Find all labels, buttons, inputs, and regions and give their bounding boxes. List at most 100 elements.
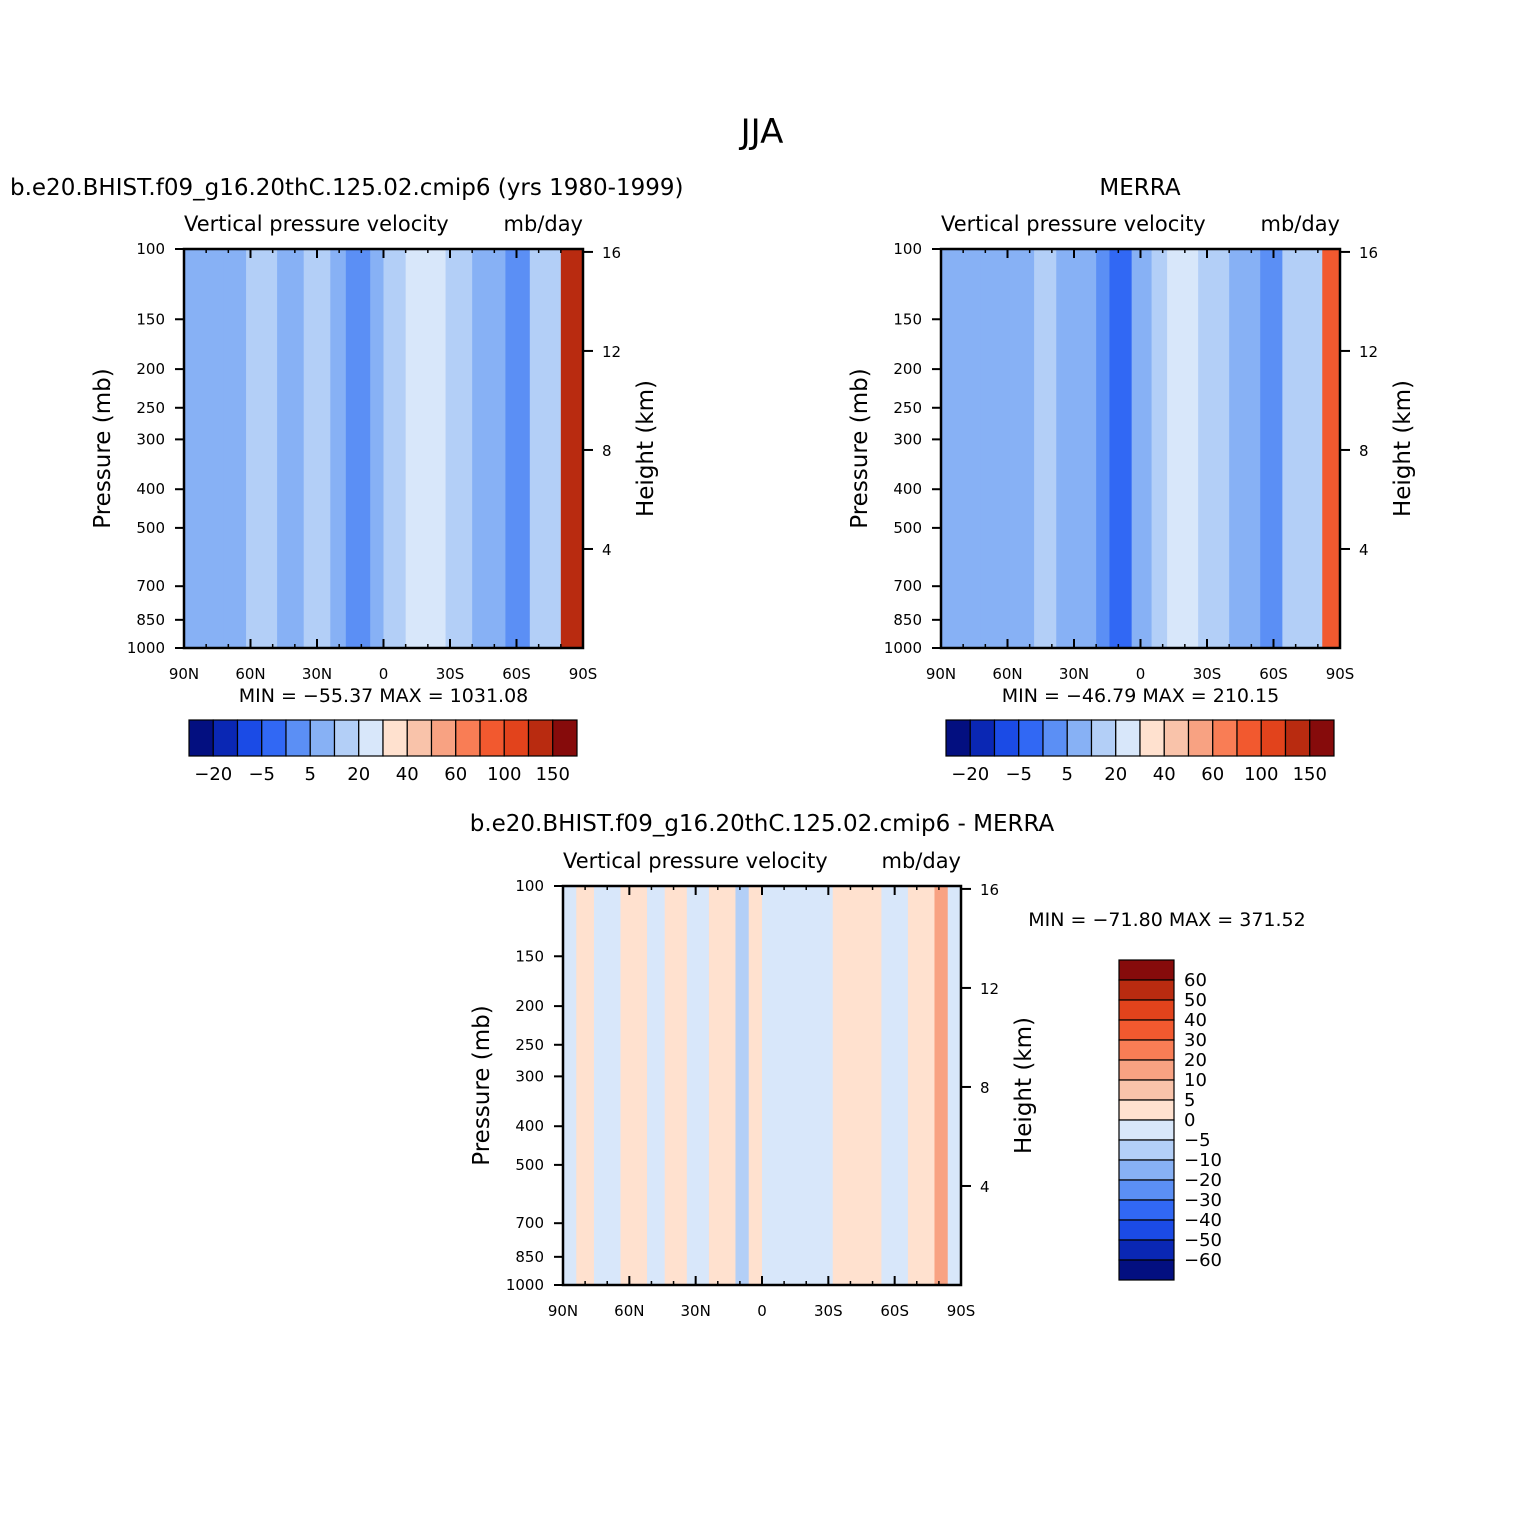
y-tick-label: 200 xyxy=(893,360,922,378)
y-tick-label: 300 xyxy=(515,1067,544,1085)
contour-band xyxy=(405,249,447,648)
contour-band xyxy=(748,886,763,1285)
colorbar-box xyxy=(1115,719,1141,757)
x-tick-label: 90S xyxy=(947,1302,976,1320)
contour-band xyxy=(686,886,710,1285)
colorbar-label: 20 xyxy=(1184,1050,1207,1071)
contour-band xyxy=(1229,249,1261,648)
contour-band xyxy=(576,886,595,1285)
y2-tick-label: 16 xyxy=(1359,244,1378,262)
colorbar-label: 40 xyxy=(396,764,419,785)
y-tick-label: 250 xyxy=(515,1036,544,1054)
y-axis-label: Pressure (mb) xyxy=(90,368,116,528)
x-tick-label: 90N xyxy=(169,665,199,683)
contour-band xyxy=(664,886,688,1285)
contour-band xyxy=(563,886,577,1285)
contour-band xyxy=(1034,249,1057,648)
colorbar-box xyxy=(1066,719,1093,757)
colorbar-box xyxy=(430,719,457,757)
colorbar-label: 150 xyxy=(1293,764,1327,785)
y-tick-label: 100 xyxy=(515,877,544,895)
colorbar-box xyxy=(455,719,481,757)
y2-tick-label: 12 xyxy=(1359,343,1378,361)
y-tick-label: 300 xyxy=(893,430,922,448)
colorbar-label: 50 xyxy=(1184,990,1207,1011)
colorbar-box xyxy=(1118,1179,1175,1201)
contour-band xyxy=(1151,249,1168,648)
x-tick-label: 60N xyxy=(992,665,1022,683)
contour-band xyxy=(505,249,531,648)
colorbar-box xyxy=(1309,719,1335,757)
colorbar-box xyxy=(1118,1139,1175,1161)
colorbar-box xyxy=(333,719,360,757)
colorbar-box xyxy=(552,719,578,757)
y-tick-label: 850 xyxy=(893,611,922,629)
contour-band xyxy=(1282,249,1323,648)
colorbar-label: 0 xyxy=(1184,1110,1195,1131)
colorbar-label: −20 xyxy=(194,764,232,785)
colorbar-label: −5 xyxy=(1184,1130,1211,1151)
contour-band xyxy=(1198,249,1230,648)
y2-axis-label: Height (km) xyxy=(1390,380,1416,517)
colorbar-box xyxy=(309,719,336,757)
colorbar-box xyxy=(945,719,971,757)
x-tick-label: 30N xyxy=(681,1302,711,1320)
colorbar-label: 60 xyxy=(444,764,467,785)
contour-band xyxy=(223,249,247,648)
y-tick-label: 700 xyxy=(515,1214,544,1232)
contour-band xyxy=(1056,249,1097,648)
contour-band xyxy=(620,886,648,1285)
units-label: mb/day xyxy=(1261,212,1341,236)
x-tick-label: 90S xyxy=(569,665,598,683)
y-tick-label: 500 xyxy=(515,1156,544,1174)
y-tick-label: 300 xyxy=(136,430,165,448)
y-tick-label: 500 xyxy=(893,519,922,537)
y-tick-label: 1000 xyxy=(884,639,922,657)
colorbar-box xyxy=(1118,1199,1175,1221)
y2-tick-label: 16 xyxy=(602,244,621,262)
colorbar-box xyxy=(285,719,311,757)
colorbar-box xyxy=(1139,719,1165,757)
colorbar-box xyxy=(1118,1079,1175,1101)
panel-obs: MERRA Vertical pressure velocity mb/day 90N… xyxy=(847,175,1416,785)
colorbar-label: −5 xyxy=(248,764,275,785)
colorbar-label: 5 xyxy=(305,764,316,785)
y-tick-label: 1000 xyxy=(127,639,165,657)
contour-band xyxy=(472,249,507,648)
y2-tick-label: 4 xyxy=(602,541,612,559)
y2-axis-label: Height (km) xyxy=(633,380,659,517)
colorbar-box xyxy=(236,719,263,757)
colorbar-box xyxy=(1118,1259,1175,1281)
colorbar-label: −40 xyxy=(1184,1210,1222,1231)
contour-band xyxy=(934,886,949,1285)
colorbar-box xyxy=(261,719,287,757)
colorbar-box xyxy=(1163,719,1190,757)
x-tick-label: 60S xyxy=(502,665,531,683)
contour-band xyxy=(383,249,407,648)
contour-band xyxy=(445,249,473,648)
colorbar-label: −10 xyxy=(1184,1150,1222,1171)
y-tick-label: 400 xyxy=(136,480,165,498)
colorbar-box xyxy=(1118,1059,1175,1081)
y2-tick-label: 4 xyxy=(1359,541,1369,559)
colorbar-box xyxy=(479,719,505,757)
y-tick-label: 850 xyxy=(136,611,165,629)
contour-band xyxy=(708,886,737,1285)
colorbar-label: 60 xyxy=(1184,970,1207,991)
colorbar-label: −50 xyxy=(1184,1230,1222,1251)
x-tick-label: 30S xyxy=(1193,665,1222,683)
y-tick-label: 700 xyxy=(893,577,922,595)
colorbar-box xyxy=(969,719,996,757)
colorbar-box xyxy=(1118,1219,1175,1241)
y-tick-label: 250 xyxy=(136,399,165,417)
colorbar-label: 100 xyxy=(487,764,521,785)
variable-label: Vertical pressure velocity xyxy=(941,212,1206,236)
colorbar-label: 30 xyxy=(1184,1030,1207,1051)
contour-band xyxy=(980,249,1035,648)
y2-tick-label: 12 xyxy=(980,980,999,998)
y2-tick-label: 8 xyxy=(1359,442,1369,460)
y-tick-label: 500 xyxy=(136,519,165,537)
y-tick-label: 200 xyxy=(515,997,544,1015)
